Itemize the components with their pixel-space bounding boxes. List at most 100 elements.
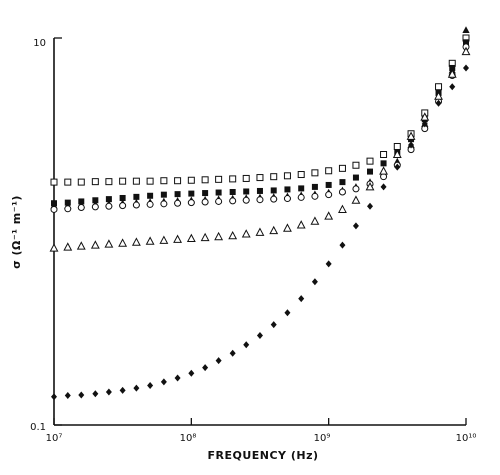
data-point-open-square [352,161,360,169]
data-point-filled-triangle [462,26,470,33]
data-point-filled-square [243,188,250,195]
data-point-filled-diamond [380,183,387,191]
data-point-open-triangle [434,91,443,100]
data-point-open-triangle [63,242,73,251]
data-point-open-triangle [447,69,457,78]
data-point-open-circle [270,195,278,203]
data-point-open-triangle [173,234,183,243]
data-point-open-circle [160,200,168,208]
data-point-open-triangle [296,220,306,229]
data-point-open-triangle [76,241,86,250]
data-point-filled-diamond [449,83,456,91]
data-point-filled-square [352,174,359,181]
data-point-open-circle [201,198,209,206]
data-point-open-triangle [379,166,388,175]
data-point-open-triangle [159,235,169,244]
data-point-open-circle [242,196,250,204]
data-point-filled-square [105,196,112,203]
data-point-open-square [215,175,223,183]
data-point-filled-diamond [92,390,99,398]
series-open-triangle [49,46,471,252]
x-tick-label-1e10: 10¹⁰ [456,433,477,444]
data-point-filled-diamond [339,241,346,249]
data-point-open-triangle [283,223,292,232]
data-point-open-triangle [214,231,224,241]
data-point-filled-square [367,168,374,175]
data-point-open-square [242,174,250,182]
data-point-open-triangle [324,211,334,220]
data-point-open-square [270,173,278,181]
tick-labels: 10⁷ 10⁸ 10⁹ 10¹⁰ 10 0.1 [30,38,476,444]
data-point-open-circle [132,201,140,209]
data-point-filled-diamond [188,369,195,377]
data-point-filled-diamond [463,64,469,72]
data-point-open-square [380,150,388,158]
data-point-open-circle [105,202,113,210]
data-point-open-triangle [131,237,141,246]
data-point-filled-diamond [421,120,428,128]
data-point-open-square [325,167,333,175]
data-point-filled-diamond [202,364,209,372]
data-point-filled-square [188,190,195,197]
data-point-open-triangle [118,238,128,247]
data-point-open-square [297,171,305,179]
data-point-filled-diamond [394,163,401,171]
ticks [53,37,467,426]
data-point-open-square [393,142,401,150]
data-point-open-circle [352,185,360,193]
data-point-filled-square [311,183,318,190]
data-point-open-circle [77,204,85,212]
data-point-open-triangle [145,236,155,245]
data-point-filled-square [160,191,167,198]
data-point-open-square [50,178,58,186]
y-axis-title: σ (Ω⁻¹ m⁻¹) [10,195,23,269]
data-point-filled-square [270,187,277,194]
data-point-filled-diamond [64,392,71,400]
series-filled-diamond [51,64,469,401]
data-point-open-square [146,177,154,185]
data-point-filled-diamond [256,332,263,340]
data-point-open-square [160,177,168,185]
data-point-filled-diamond [105,388,112,396]
data-point-open-square [311,169,319,177]
data-point-open-triangle [49,243,59,252]
data-point-filled-diamond [229,349,236,357]
data-point-filled-diamond [119,386,126,394]
y-tick-label-0-1: 0.1 [30,422,46,433]
data-point-open-triangle [461,46,471,56]
series-open-square [50,34,470,186]
data-point-filled-square [339,179,346,186]
data-point-filled-diamond [133,384,140,392]
data-point-open-square [91,178,99,186]
data-point-open-square [77,178,85,186]
data-point-filled-square [256,187,263,194]
data-point-filled-diamond [325,260,332,268]
data-point-open-circle [50,205,58,213]
data-point-open-square [174,177,182,185]
data-point-filled-diamond [215,357,222,365]
data-point-open-triangle [255,227,265,236]
data-point-open-circle [311,192,319,200]
data-point-filled-square [133,193,140,200]
data-point-filled-diamond [435,99,442,107]
data-point-filled-diamond [408,141,415,149]
data-point-filled-diamond [174,374,181,382]
data-point-open-square [187,176,195,184]
data-point-filled-square [284,186,291,193]
data-point-open-square [256,174,264,182]
data-point-open-triangle [228,230,238,240]
data-point-filled-square [463,39,469,46]
data-point-filled-square [215,189,222,196]
data-point-open-square [338,164,346,172]
data-point-filled-square [92,197,99,204]
data-point-filled-diamond [352,222,359,230]
data-point-open-triangle [200,232,210,242]
data-point-filled-square [202,190,209,197]
data-point-filled-diamond [270,321,277,329]
data-point-filled-diamond [284,309,291,317]
data-point-open-triangle [338,204,347,213]
series-filled-triangle [50,26,470,209]
data-point-filled-diamond [78,391,85,399]
data-point-open-triangle [406,131,416,140]
